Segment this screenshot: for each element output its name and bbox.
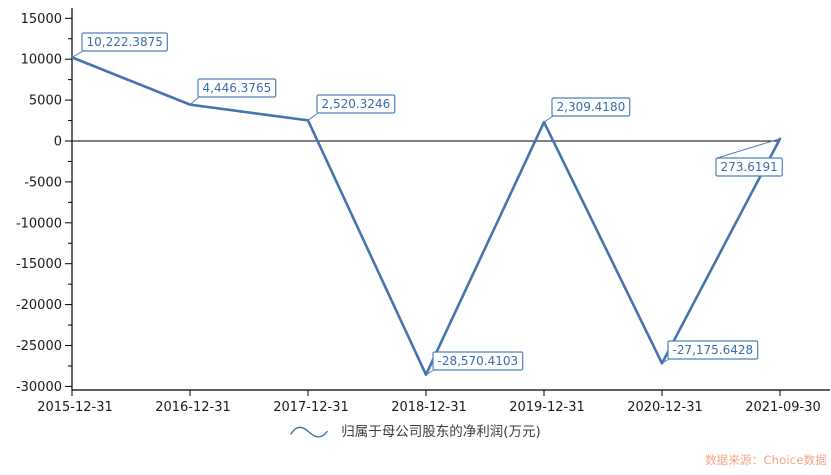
x-tick-label: 2015-12-31 xyxy=(37,400,113,415)
y-tick-label: 0 xyxy=(54,135,62,150)
data-label-callout: -27,175.6428 xyxy=(661,340,759,364)
x-tick-label: 2021-09-30 xyxy=(745,400,821,415)
data-label-callout: 273.6191 xyxy=(715,138,783,177)
data-label-text: -28,570.4103 xyxy=(438,354,519,368)
x-tick-label: 2020-12-31 xyxy=(627,400,703,415)
callout-connector xyxy=(543,115,554,123)
legend-wave-path xyxy=(290,426,328,438)
data-label-text: 273.6191 xyxy=(721,160,778,174)
data-label-box xyxy=(81,32,168,52)
data-label-callout: -28,570.4103 xyxy=(425,351,524,376)
legend: 归属于母公司股东的净利润(万元) xyxy=(0,420,831,444)
data-label-text: 2,520.3246 xyxy=(322,97,391,111)
data-label-box xyxy=(551,97,631,117)
y-tick-label: 15000 xyxy=(21,12,62,27)
series-line xyxy=(70,56,782,377)
y-tick-label: 5000 xyxy=(29,94,62,109)
x-tick-label: 2019-12-31 xyxy=(509,400,585,415)
net-profit-line-chart: 15000 10000 5000 0 -5000 -10000 -15000 -20000 -2… xyxy=(16,8,830,415)
y-tick-label: -5000 xyxy=(24,175,62,190)
data-label-callout: 10,222.3875 xyxy=(71,32,168,58)
data-label-box xyxy=(432,351,524,371)
x-tick-label: 2017-12-31 xyxy=(273,400,349,415)
data-label-box xyxy=(316,94,396,114)
data-label-box xyxy=(667,340,759,360)
data-label-text: -27,175.6428 xyxy=(673,343,754,357)
data-label-callout: 2,520.3246 xyxy=(307,94,396,121)
callout-connector xyxy=(661,358,670,364)
data-label-box xyxy=(715,157,783,177)
y-tick-label: -10000 xyxy=(16,216,62,231)
data-label-text: 2,309.4180 xyxy=(557,100,626,114)
data-label-callout: 2,309.4180 xyxy=(543,97,631,123)
y-tick-label: -15000 xyxy=(16,257,62,272)
data-source-watermark: 数据来源：Choice数据 xyxy=(704,453,827,467)
data-label-callout: 4,446.3765 xyxy=(189,78,277,106)
callout-connector xyxy=(307,112,319,121)
line-series-icon xyxy=(290,426,328,438)
x-tick-label: 2018-12-31 xyxy=(391,400,467,415)
callout-connector xyxy=(71,50,84,58)
data-label-text: 4,446.3765 xyxy=(203,81,272,95)
y-tick-label: -30000 xyxy=(16,380,62,395)
callout-connector xyxy=(189,96,200,106)
y-tick-label: -25000 xyxy=(16,339,62,354)
data-label-box xyxy=(197,78,277,98)
y-tick-label: 10000 xyxy=(21,53,62,68)
callout-connector xyxy=(425,369,435,376)
legend-label: 归属于母公司股东的净利润(万元) xyxy=(341,424,541,440)
data-label-text: 10,222.3875 xyxy=(87,35,163,49)
callout-connector xyxy=(716,138,781,159)
x-tick-label: 2016-12-31 xyxy=(155,400,231,415)
chart-page: 15000 10000 5000 0 -5000 -10000 -15000 -20000 -2… xyxy=(16,8,830,467)
y-tick-label: -20000 xyxy=(16,298,62,313)
